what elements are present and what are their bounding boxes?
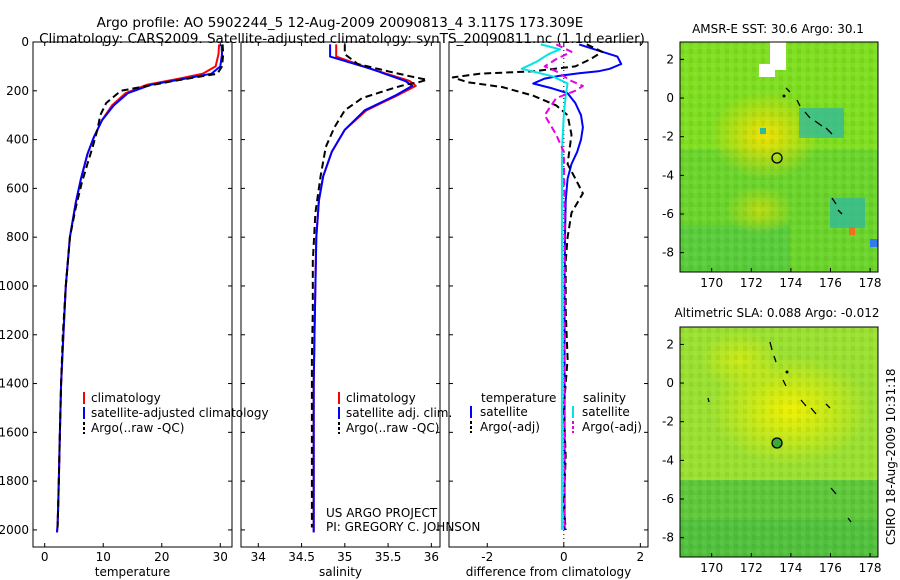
depth-tick-label: 1800: [0, 474, 29, 488]
sla-lon-tick-label: 178: [859, 561, 882, 575]
temperature-series-climatology: [56, 44, 221, 533]
difference-x-tick-label: 0: [560, 550, 568, 564]
depth-tick-label: 800: [6, 230, 29, 244]
sla-lat-tick-label: -4: [662, 453, 674, 467]
sst-lat-tick-label: 2: [666, 52, 674, 66]
depth-tick-label: 1200: [0, 328, 29, 342]
sla-lon-tick-label: 174: [779, 561, 802, 575]
difference-x-tick-label: -2: [481, 550, 493, 564]
legend-label: climatology: [346, 391, 416, 405]
legend-label: satellite: [582, 405, 630, 419]
legend-label: satellite-adjusted climatology: [91, 406, 269, 420]
sla-lon-tick-label: 172: [740, 561, 763, 575]
sst-map-title: AMSR-E SST: 30.6 Argo: 30.1: [692, 22, 864, 36]
salinity-x-axis-label: salinity: [319, 565, 362, 579]
sla-float-position-marker: [771, 437, 783, 449]
sst-lon-tick-label: 172: [740, 276, 763, 290]
legend-label: climatology: [91, 391, 161, 405]
sst-lon-tick-label: 178: [859, 276, 882, 290]
depth-tick-label: 400: [6, 133, 29, 147]
project-line-1: US ARGO PROJECT: [326, 506, 438, 520]
sla-lon-tick-label: 176: [819, 561, 842, 575]
salinity-x-tick-label: 34.5: [288, 550, 315, 564]
temperature-x-axis-label: temperature: [95, 565, 170, 579]
title-line-2: Climatology: CARS2009. Satellite-adjuste…: [39, 31, 645, 47]
legend-label: satellite adj. clim.: [346, 406, 452, 420]
legend-label: satellite: [480, 405, 528, 419]
temperature-series-satellite-adjusted-climatology: [56, 44, 223, 533]
depth-tick-label: 1600: [0, 425, 29, 439]
title-line-1: Argo profile: AO 5902244_5 12-Aug-2009 2…: [97, 15, 584, 31]
temperature-x-tick-label: 0: [41, 550, 49, 564]
sla-lat-tick-label: 2: [666, 337, 674, 351]
profile-panels: 0 10 20 30temperature0200400600800100012001…: [0, 35, 649, 579]
sla-lat-tick-label: 0: [666, 376, 674, 390]
legend-header-salinity: salinity: [583, 391, 626, 405]
depth-tick-label: 0: [21, 35, 29, 49]
project-line-2: PI: GREGORY C. JOHNSON: [326, 520, 480, 534]
depth-tick-label: 1000: [0, 279, 29, 293]
depth-tick-label: 200: [6, 84, 29, 98]
temperature-x-tick-label: 20: [154, 550, 169, 564]
legend-header-temperature: temperature: [481, 391, 556, 405]
sst-float-position-marker: [771, 152, 783, 164]
salinity-x-tick-label: 34: [251, 550, 266, 564]
sla-lat-tick-label: -8: [662, 531, 674, 545]
depth-tick-label: 1400: [0, 377, 29, 391]
legend-label: Argo(..raw -QC): [346, 421, 439, 435]
sla-map-axes: 170 172 174 176 178 2 0 -2 -4 -6 -8: [662, 337, 882, 575]
salinity-profile-panel: 34 34.5 35 35.5 36 salinity climatologysatelli…: [240, 41, 452, 579]
salinity-series-climatology: [312, 44, 417, 533]
difference-legend: temperature salinitysatelliteArgo(-adj)sa…: [470, 391, 642, 434]
sst-lat-tick-label: -8: [662, 246, 674, 260]
temperature-series-argo-raw-qc-: [56, 44, 225, 528]
sla-map-title: Altimetric SLA: 0.088 Argo: -0.012: [674, 306, 879, 320]
sla-lat-tick-label: -2: [662, 415, 674, 429]
temperature-x-tick-label: 30: [213, 550, 228, 564]
sla-map-panel: Altimetric SLA: 0.088 Argo: -0.012 170 17…: [662, 306, 882, 575]
legend-label: Argo(-adj): [582, 420, 642, 434]
sst-lat-tick-label: -2: [662, 130, 674, 144]
salinity-x-tick-label: 35: [337, 550, 352, 564]
sst-lat-tick-label: -4: [662, 168, 674, 182]
legend-label: Argo(-adj): [480, 420, 540, 434]
temperature-profile-panel: 0 10 20 30 temperature 0 200 400 600 800 1000 1200 1…: [0, 35, 269, 579]
depth-tick-label: 2000: [0, 523, 29, 537]
salinity-x-tick-label: 35.5: [375, 550, 402, 564]
sst-map-axes: 170 172 174 176 178 2 0 -2 -4 -6 -8: [662, 52, 882, 290]
sst-field: [680, 42, 878, 272]
sla-lon-tick-label: 170: [700, 561, 723, 575]
sst-lat-tick-label: -6: [662, 207, 674, 221]
sst-map-panel: AMSR-E SST: 30.6 Argo: 30.1 170 172 174 176…: [662, 22, 882, 290]
sst-lat-tick-label: 0: [666, 91, 674, 105]
salinity-series-satellite-adj-clim-: [312, 44, 414, 533]
salinity-axes-frame: [240, 41, 441, 548]
salinity-series-argo-raw-qc-: [310, 44, 428, 528]
temperature-x-tick-label: 10: [96, 550, 111, 564]
difference-series-salinity-argo-adj-: [543, 43, 584, 530]
sst-lon-tick-label: 170: [700, 276, 723, 290]
difference-series-salinity-satellite: [520, 43, 569, 530]
difference-series-temperature-argo-adj-: [451, 43, 604, 530]
temperature-axes-frame: [32, 41, 233, 548]
difference-x-tick-label: 2: [637, 550, 645, 564]
sst-lon-tick-label: 176: [819, 276, 842, 290]
salinity-x-tick-label: 36: [424, 550, 439, 564]
depth-tick-label: 600: [6, 181, 29, 195]
difference-profile-panel: -2 0 2 difference from climatology temperatu…: [448, 41, 649, 579]
sst-lon-tick-label: 174: [779, 276, 802, 290]
sla-lat-tick-label: -6: [662, 492, 674, 506]
legend-label: Argo(..raw -QC): [91, 421, 184, 435]
difference-x-axis-label: difference from climatology: [466, 565, 632, 579]
difference-axes-frame: [448, 41, 649, 548]
side-timestamp-label: CSIRO 18-Aug-2009 10:31:18: [884, 369, 898, 545]
